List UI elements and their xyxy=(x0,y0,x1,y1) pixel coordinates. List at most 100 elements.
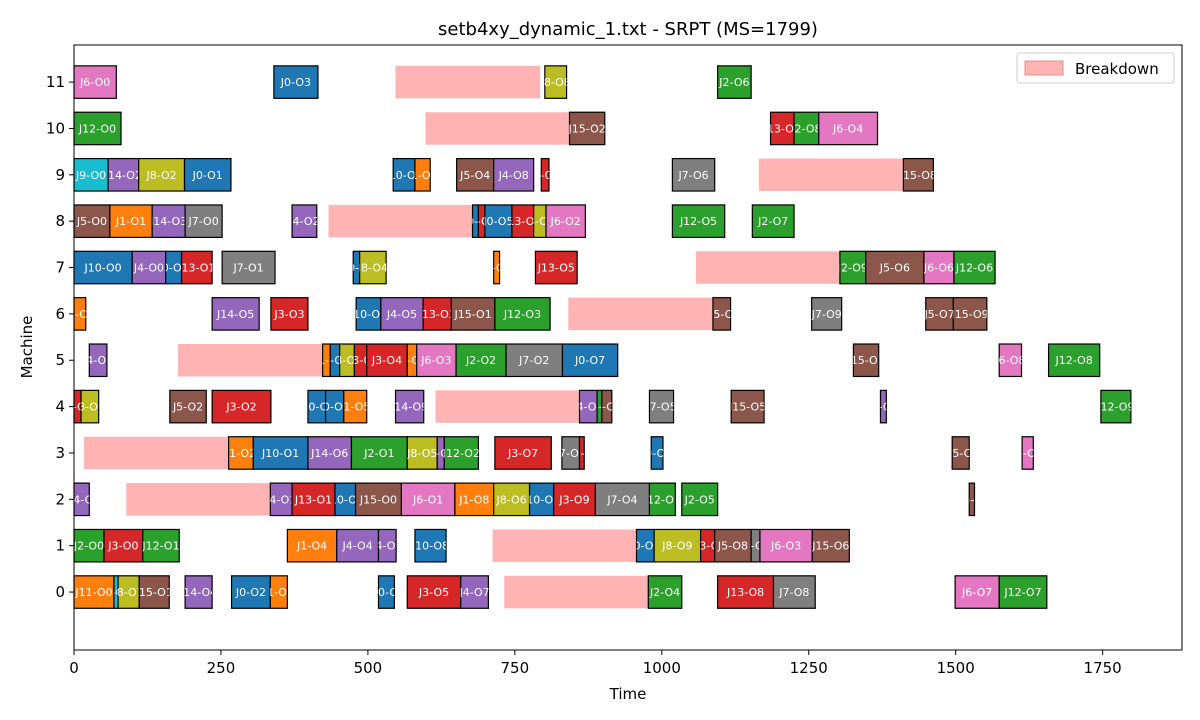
operation-bar: J15-O8 xyxy=(899,157,937,192)
operation-rect xyxy=(818,111,879,146)
breakdown-bar xyxy=(504,575,649,609)
operation-rect xyxy=(184,575,213,609)
operation-bar: J15-O1 xyxy=(450,297,496,331)
operation-bar: J0-O1 xyxy=(183,157,232,192)
operation-bar: J13-O3 xyxy=(422,297,452,331)
operation-bar: J6-O9 xyxy=(1021,436,1034,470)
operation-label: J4-O4 xyxy=(342,540,373,553)
operation-rect xyxy=(951,436,970,470)
operation-rect xyxy=(80,389,100,424)
operation-rect xyxy=(103,528,144,563)
operation-bar: J13-O1 xyxy=(291,482,336,517)
operation-label: J15-O5 xyxy=(728,401,766,414)
operation-label: J3-O0 xyxy=(107,540,138,553)
operation-bar: J4-O7 xyxy=(460,575,489,609)
operation-label: J15-O1 xyxy=(454,308,492,321)
operation-rect xyxy=(865,250,925,285)
operation-bar: J15-O7 xyxy=(846,343,884,378)
operation-rect xyxy=(377,575,395,609)
operation-rect xyxy=(1047,343,1101,378)
operation-bar: J4-O5 xyxy=(380,297,424,331)
operation-rect xyxy=(211,297,260,331)
operation-label: J5-O7 xyxy=(923,308,954,321)
operation-bar: J14-O6 xyxy=(307,436,353,470)
operation-bar: J10-O8 xyxy=(414,528,447,563)
operation-rect xyxy=(109,204,153,238)
operation-label: J1-O3 xyxy=(263,586,294,599)
operation-rect xyxy=(925,297,954,331)
operation-bar: J4-O8 xyxy=(493,157,535,192)
breakdown-layer xyxy=(83,65,904,609)
operation-label: J8-O1 xyxy=(113,586,144,599)
operation-bar: J10-O2 xyxy=(392,157,416,192)
operation-bar: J13-O6 xyxy=(578,436,585,470)
operation-bar: J12-O5 xyxy=(671,204,726,238)
operation-bar: J10-O1 xyxy=(252,436,309,470)
operation-label: J1-O0 xyxy=(64,308,95,321)
operation-label: J12-O0 xyxy=(78,122,116,135)
operation-rect xyxy=(953,250,996,285)
operation-label: J15-O9 xyxy=(952,493,990,506)
operation-label: J15-O7 xyxy=(846,354,884,367)
operation-bar: J0-O7 xyxy=(561,343,619,378)
operation-rect xyxy=(291,204,318,238)
operation-label: J15-O8 xyxy=(941,447,979,460)
operation-bar: J8-O2 xyxy=(138,157,186,192)
operation-label: J12-O4 xyxy=(580,401,618,414)
operation-label: J4-O1 xyxy=(265,493,296,506)
operation-label: J6-O1 xyxy=(412,493,443,506)
operation-rect xyxy=(902,157,934,192)
operation-bar: J7-O5 xyxy=(648,389,675,424)
operation-bar: J8-O0 xyxy=(80,389,100,424)
operation-rect xyxy=(879,389,887,424)
operation-rect xyxy=(169,389,207,424)
operation-bar: J11-O0 xyxy=(73,575,115,609)
operation-bar: J1-O8 xyxy=(454,482,495,517)
operation-bar: J12-O1 xyxy=(142,528,180,563)
operation-bar: J7-O2 xyxy=(505,343,564,378)
operation-label: J6-O3 xyxy=(420,354,451,367)
operation-rect xyxy=(534,250,578,285)
operation-bar: J3-O9 xyxy=(553,482,596,517)
operation-bar: J4-O4 xyxy=(336,528,380,563)
operation-label: J5-O8 xyxy=(717,540,748,553)
operation-bar: J3-O4 xyxy=(366,343,408,378)
operation-rect xyxy=(377,528,397,563)
operation-bar: J2-O5 xyxy=(681,482,719,517)
operation-rect xyxy=(394,389,425,424)
operation-label: J8-O5 xyxy=(406,447,437,460)
operation-label: J15-O0 xyxy=(359,493,397,506)
operation-rect xyxy=(493,482,531,517)
operation-rect xyxy=(422,297,452,331)
y-tick-label: 6 xyxy=(55,305,65,323)
operation-rect xyxy=(648,389,675,424)
operation-label: J7-O2 xyxy=(518,354,549,367)
operation-bar: J15-O2 xyxy=(568,111,606,146)
operation-label: J1-O4 xyxy=(396,354,427,367)
breakdown-bar xyxy=(178,344,323,377)
operation-label: J8-O7 xyxy=(524,215,555,228)
operation-label: J13-O1 xyxy=(177,262,215,275)
operation-label: J15-O8 xyxy=(899,169,937,182)
operation-bar: J1-O4 xyxy=(286,528,338,563)
operation-bar: J14-O3 xyxy=(151,204,186,238)
operation-label: J11-O0 xyxy=(74,586,112,599)
operation-rect xyxy=(811,528,850,563)
operation-bar: J10-O7 xyxy=(377,575,395,609)
operation-bar: J8-O1 xyxy=(113,575,144,609)
x-tick-label: 250 xyxy=(207,659,236,677)
operation-bar: J5-O8 xyxy=(714,528,752,563)
operation-bar: J8-O9 xyxy=(653,528,702,563)
operation-rect xyxy=(772,575,816,609)
operation-bar: J13-O2 xyxy=(353,343,368,378)
operation-bar: J14-O5 xyxy=(211,297,260,331)
operation-bar: J7-O4 xyxy=(594,482,651,517)
operation-bar: J6-O8 xyxy=(998,343,1023,378)
operation-rect xyxy=(540,157,550,192)
operation-rect xyxy=(648,482,676,517)
breakdown-bar xyxy=(435,390,580,423)
operation-bar: J3-O0 xyxy=(103,528,144,563)
operation-rect xyxy=(183,157,232,192)
operation-rect xyxy=(269,575,288,609)
operation-rect xyxy=(460,575,489,609)
